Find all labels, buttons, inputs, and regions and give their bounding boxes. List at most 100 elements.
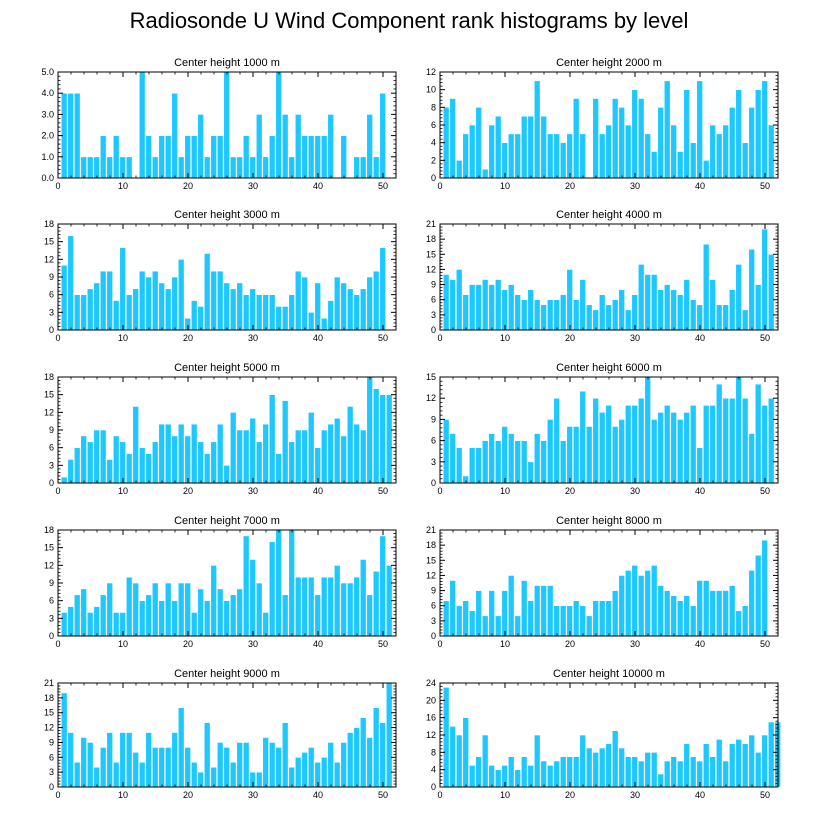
bar <box>767 721 775 788</box>
bar <box>229 594 237 637</box>
bar <box>644 274 651 331</box>
x-tick-label: 10 <box>118 486 128 496</box>
x-tick-label: 0 <box>55 181 60 191</box>
bar <box>203 253 211 331</box>
bar <box>702 160 710 179</box>
bar <box>294 429 302 484</box>
bar <box>216 423 224 484</box>
x-tick-label: 10 <box>500 790 510 800</box>
bar <box>761 80 768 179</box>
bar <box>301 752 308 788</box>
bar <box>93 766 100 788</box>
bar <box>372 156 380 179</box>
bar <box>379 535 386 637</box>
bar <box>73 594 81 637</box>
bar <box>138 447 146 484</box>
bar <box>520 756 528 788</box>
bar <box>223 282 230 331</box>
bar <box>592 397 599 484</box>
bar <box>501 142 508 179</box>
bar <box>611 98 619 179</box>
bar <box>268 541 276 637</box>
bar <box>579 390 586 484</box>
bar <box>262 423 269 484</box>
bar <box>501 590 508 637</box>
bar <box>359 429 367 484</box>
bar <box>80 294 87 331</box>
bar <box>637 264 645 331</box>
bar <box>533 734 541 788</box>
bar <box>359 156 367 179</box>
bar <box>301 276 308 331</box>
bar <box>735 89 742 179</box>
bar <box>592 752 599 788</box>
bar <box>592 600 599 637</box>
x-tick-label: 50 <box>378 181 388 191</box>
bar <box>112 135 120 179</box>
bar <box>455 605 463 637</box>
bar <box>546 585 554 637</box>
bar <box>748 433 755 484</box>
y-tick-label: 21 <box>426 525 436 535</box>
y-tick-label: 6 <box>431 295 436 305</box>
bar <box>210 766 217 788</box>
bar <box>618 419 625 484</box>
bar <box>164 288 172 331</box>
bar <box>340 742 347 788</box>
panel-title: Center height 6000 m <box>556 362 662 374</box>
bar <box>372 388 380 484</box>
bar <box>657 107 664 179</box>
bar <box>125 732 133 788</box>
x-tick-label: 40 <box>695 333 705 343</box>
bar <box>650 419 658 484</box>
bar <box>320 317 328 331</box>
bar <box>86 288 94 331</box>
y-tick-label: 21 <box>426 219 436 229</box>
y-tick-label: 3 <box>431 616 436 626</box>
bar <box>99 270 107 331</box>
y-tick-label: 6 <box>49 290 54 300</box>
y-tick-label: 6 <box>49 752 54 762</box>
bar <box>320 135 328 179</box>
bar <box>624 756 632 788</box>
bar <box>262 737 269 788</box>
panel-2: Center height 2000 m 0 2 4 6 8 10 12 0 10 20 30 40 50 <box>426 57 779 191</box>
bar <box>559 294 567 331</box>
bar <box>514 133 521 179</box>
y-tick-label: 9 <box>431 280 436 290</box>
bar <box>353 423 360 484</box>
x-tick-label: 30 <box>248 181 258 191</box>
bar <box>572 299 580 331</box>
panel-6: Center height 6000 m 0 3 6 9 12 15 0 10 20 30 40 50 <box>426 362 779 496</box>
bar <box>372 570 380 637</box>
y-tick-label: 6 <box>49 596 54 606</box>
bar <box>455 269 463 331</box>
bar <box>663 760 671 788</box>
bar <box>572 426 580 484</box>
bar <box>379 247 386 331</box>
bar <box>366 737 373 788</box>
bar <box>242 135 250 179</box>
bar <box>689 299 697 331</box>
bar <box>715 590 723 637</box>
bar <box>119 247 126 331</box>
bar <box>223 747 230 788</box>
bar <box>203 453 211 484</box>
x-tick-label: 0 <box>437 790 442 800</box>
y-tick-label: 12 <box>44 254 54 264</box>
bar <box>60 692 68 788</box>
bar <box>592 309 599 331</box>
bar <box>618 747 625 788</box>
bar <box>767 124 775 179</box>
bar <box>320 429 328 484</box>
bar <box>670 412 677 484</box>
bar <box>301 429 308 484</box>
bar <box>333 565 341 637</box>
bar <box>275 71 282 179</box>
y-tick-label: 15 <box>44 543 54 553</box>
x-tick-label: 30 <box>248 790 258 800</box>
bar <box>60 612 68 637</box>
bar <box>164 747 172 788</box>
bar <box>119 732 126 788</box>
bar <box>229 412 237 484</box>
